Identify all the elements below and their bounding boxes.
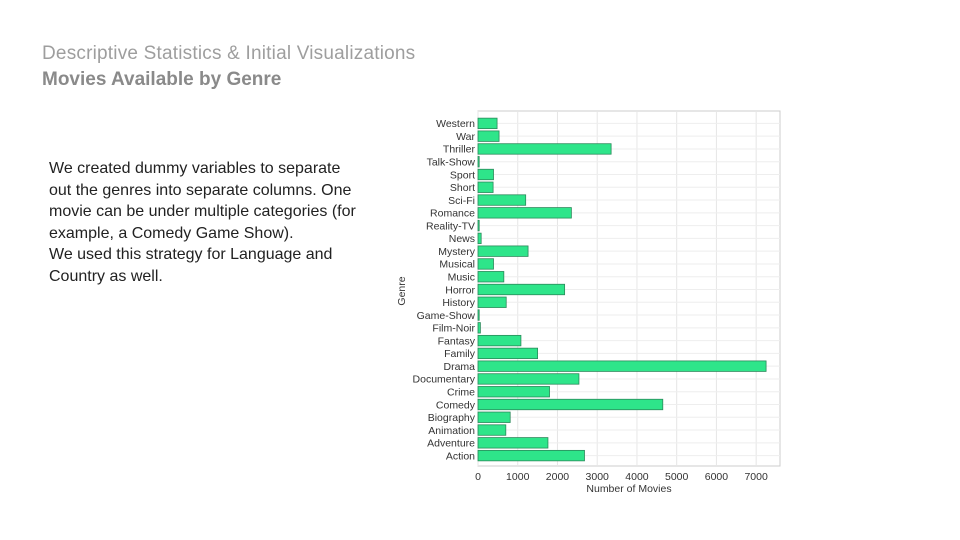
category-label: Biography: [428, 412, 476, 424]
category-label: Music: [448, 272, 475, 284]
category-label: Thriller: [443, 144, 476, 156]
x-tick-label: 7000: [744, 471, 768, 483]
category-label: Romance: [430, 208, 475, 220]
body-paragraph: We used this strategy for Language and C…: [49, 246, 333, 285]
category-label: Fantasy: [438, 335, 476, 347]
x-tick-label: 2000: [546, 471, 570, 483]
bar-film-noir: [477, 322, 481, 334]
category-label: Action: [446, 450, 475, 462]
slide-body: We created dummy variables to separate o…: [49, 158, 359, 287]
x-axis-label: Number of Movies: [586, 483, 671, 495]
bar-news: [477, 232, 482, 245]
bar-sci-fi: [477, 194, 527, 206]
chart-x-ticks: 0 1000 2000 3000 4000 5000 6000 7000: [475, 471, 768, 483]
slide-kicker: Descriptive Statistics & Initial Visuali…: [42, 43, 416, 64]
category-label: Crime: [447, 387, 475, 399]
category-label: Adventure: [427, 438, 475, 450]
category-label: Sport: [450, 169, 475, 181]
bar-mystery: [477, 245, 529, 257]
x-tick-label: 1000: [506, 471, 530, 483]
x-tick-label: 3000: [586, 471, 610, 483]
bar-western: [477, 117, 498, 130]
x-tick-label: 6000: [705, 471, 729, 483]
category-label: Family: [444, 348, 476, 360]
category-label: Sci-Fi: [448, 195, 475, 207]
y-axis-label: Genre: [396, 276, 408, 305]
genre-bar-chart: WesternWarThrillerTalk-ShowSportShortSci…: [396, 110, 781, 495]
bar-music: [477, 271, 505, 283]
bar-drama: [477, 360, 767, 372]
bar-war: [477, 130, 500, 142]
chart-category-labels: WesternWarThrillerTalk-ShowSportShortSci…: [413, 118, 476, 462]
bar-horror: [477, 283, 566, 296]
bar-romance: [477, 207, 572, 219]
category-label: History: [442, 297, 475, 309]
bar-reality-tv: [477, 219, 480, 232]
bar-biography: [477, 411, 511, 423]
category-label: Game-Show: [417, 310, 476, 322]
category-label: Documentary: [413, 374, 476, 386]
bar-sport: [477, 168, 494, 181]
bar-comedy: [477, 398, 664, 411]
bar-thriller: [477, 143, 612, 155]
category-label: Reality-TV: [426, 220, 475, 232]
x-tick-label: 0: [475, 471, 481, 483]
bar-family: [477, 347, 539, 360]
category-label: Talk-Show: [427, 157, 476, 169]
category-label: War: [456, 131, 475, 143]
category-label: Animation: [428, 425, 475, 437]
category-label: Short: [450, 182, 475, 194]
bar-crime: [477, 386, 550, 398]
category-label: Mystery: [438, 246, 476, 258]
bar-action: [477, 449, 585, 462]
bar-musical: [477, 258, 494, 270]
x-tick-label: 5000: [665, 471, 689, 483]
x-tick-label: 4000: [625, 471, 649, 483]
bar-animation: [477, 424, 507, 436]
category-label: Western: [436, 118, 475, 130]
bar-fantasy: [477, 334, 522, 347]
category-label: Drama: [443, 361, 475, 373]
category-label: News: [449, 233, 475, 245]
bar-adventure: [477, 437, 549, 449]
bar-game-show: [477, 309, 480, 321]
chart-bars: [477, 117, 767, 462]
bar-documentary: [477, 373, 580, 385]
bar-history: [477, 296, 507, 308]
category-label: Film-Noir: [432, 323, 475, 335]
bar-talk-show: [477, 156, 480, 168]
category-label: Musical: [439, 259, 475, 271]
body-paragraph: We created dummy variables to separate o…: [49, 160, 356, 242]
category-label: Horror: [445, 284, 475, 296]
slide-title: Movies Available by Genre: [42, 69, 282, 90]
bar-short: [477, 181, 494, 193]
category-label: Comedy: [436, 399, 476, 411]
